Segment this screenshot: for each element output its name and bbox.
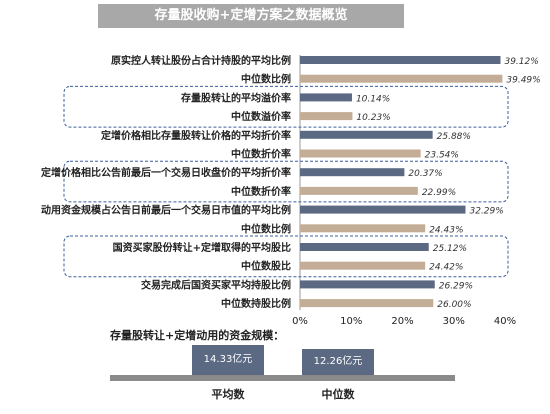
value-label: 20.37%: [408, 169, 442, 179]
value-label: 26.29%: [439, 281, 473, 291]
bar-median: [300, 74, 503, 83]
x-tick-label: 10%: [340, 316, 362, 327]
bar-average: [300, 56, 501, 64]
category-label: 动用资金规模占公告日前最后一个交易日市值的平均比例: [41, 204, 291, 217]
x-tick-label: 40%: [494, 316, 516, 327]
x-tick-label: 30%: [443, 316, 465, 327]
category-label: 中位数股比: [241, 260, 291, 273]
category-label: 中位数折价率: [231, 185, 291, 198]
bar-median: [300, 149, 421, 158]
bar-chart: 原实控人转让股份占合计持股的平均比例 39.12% 中位数比例 39.49% 存量股转让…: [41, 54, 541, 327]
bar-average: [300, 280, 435, 289]
category-label: 中位数折价率: [231, 148, 291, 161]
category-label: 定增价格相比公告前最后一个交易日收盘价的平均折价率: [41, 166, 291, 179]
bar-median: [300, 299, 434, 308]
value-label: 25.12%: [433, 244, 467, 254]
capital-average-box: 14.33亿元: [192, 345, 264, 375]
category-label: 国资买家股份转让+定增取得的平均股比: [113, 241, 291, 254]
value-label: 39.12%: [504, 57, 538, 67]
category-label: 存量股转让的平均溢价率: [181, 91, 291, 104]
bar-average: [300, 168, 405, 177]
bar-average: [300, 93, 352, 102]
category-label: 中位数持股比例: [221, 297, 291, 310]
value-label: 24.43%: [429, 225, 463, 235]
capital-scale-label: 存量股转让+定增动用的资金规模：: [110, 329, 285, 342]
bar-median: [300, 186, 418, 195]
bar-median: [300, 261, 426, 270]
capital-baseline: [110, 375, 455, 381]
x-tick-label: 20%: [391, 316, 413, 327]
value-label: 26.00%: [437, 300, 471, 310]
bar-median: [300, 224, 426, 233]
value-label: 10.14%: [356, 94, 390, 104]
page-title: 存量股收购+定增方案之数据概览: [98, 4, 404, 28]
bar-average: [300, 130, 433, 139]
x-tick-label: 0%: [292, 316, 308, 327]
value-label: 39.49%: [506, 76, 540, 86]
value-label: 25.88%: [437, 132, 471, 142]
category-label: 中位数比例: [241, 73, 291, 86]
category-label: 原实控人转让股份占合计持股的平均比例: [111, 54, 291, 67]
bar-median: [300, 112, 353, 121]
category-label: 定增价格相比存量股转让价格的平均折价率: [101, 129, 291, 142]
value-label: 10.23%: [356, 113, 390, 123]
category-label: 中位数比例: [241, 222, 291, 235]
category-label: 交易完成后国资买家平均持股比例: [141, 278, 291, 291]
capital-median-box: 12.26亿元: [302, 349, 374, 375]
value-label: 32.29%: [469, 207, 503, 217]
highlight-box-1: [63, 160, 509, 203]
bar-average: [300, 205, 466, 214]
capital-median-caption: 中位数: [321, 388, 355, 401]
bar-average: [300, 243, 429, 251]
capital-average-caption: 平均数: [211, 388, 245, 401]
value-label: 22.99%: [422, 188, 456, 198]
highlight-box-0: [63, 85, 509, 128]
category-label: 中位数溢价率: [231, 110, 291, 123]
highlight-box-2: [63, 235, 509, 278]
value-label: 24.42%: [429, 263, 463, 273]
value-label: 23.54%: [425, 151, 459, 161]
